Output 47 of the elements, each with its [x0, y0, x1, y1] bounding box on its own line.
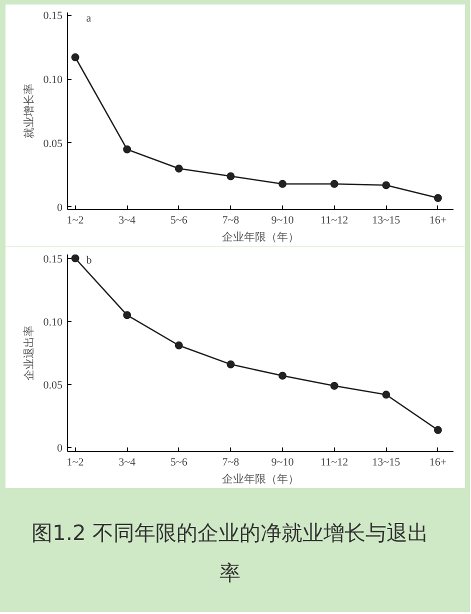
y-tick-label: 0: [57, 202, 63, 214]
x-tick-label: 11~12: [320, 456, 348, 468]
caption: 图1.2 不同年限的企业的净就业增长与退出率: [30, 520, 430, 587]
x-tick-label: 3~4: [118, 214, 136, 226]
y-tick-label: 0.15: [43, 253, 63, 266]
point: [123, 145, 132, 154]
y-axis-title: 就业增长率: [22, 84, 36, 138]
x-tick-label: 13~15: [372, 456, 401, 468]
chart-title: a: [86, 12, 92, 24]
x-tick-label: 5~6: [170, 456, 188, 468]
y-axis-title: 企业退出率: [22, 326, 36, 380]
point: [71, 53, 80, 62]
y-tick-label: 0.05: [43, 138, 63, 150]
y-tick-label: 0.15: [43, 10, 63, 22]
point: [434, 194, 442, 202]
x-tick-label: 16+: [429, 214, 447, 226]
point: [278, 180, 287, 188]
point: [226, 172, 235, 180]
y-tick-label: 0: [57, 442, 63, 455]
point: [174, 341, 183, 350]
x-axis-title: 企业年限（年）: [222, 472, 299, 486]
x-tick-label: 11~12: [320, 214, 348, 226]
x-tick-label: 9~10: [271, 214, 294, 226]
x-tick-label: 7~8: [222, 456, 240, 468]
x-tick-label: 5~6: [170, 214, 188, 226]
x-tick-label: 3~4: [118, 456, 136, 468]
point: [434, 426, 442, 434]
y-tick-label: 0.10: [43, 74, 63, 86]
point: [71, 254, 80, 262]
x-tick-label: 9~10: [271, 456, 294, 468]
x-tick-label: 7~8: [222, 214, 240, 226]
point: [123, 311, 132, 320]
point: [382, 181, 390, 190]
point: [330, 180, 338, 188]
x-tick-label: 1~2: [66, 456, 84, 468]
point: [382, 390, 390, 399]
x-tick-label: 13~15: [372, 214, 401, 226]
point: [330, 382, 338, 390]
x-tick-label: 16+: [429, 456, 447, 468]
y-tick-label: 0.05: [43, 380, 63, 392]
point: [226, 360, 235, 368]
y-tick-label: 0.10: [43, 316, 63, 328]
point: [278, 372, 287, 380]
point: [174, 164, 183, 173]
chart-title: b: [86, 254, 92, 266]
x-tick-label: 1~2: [66, 214, 84, 226]
x-axis-title: 企业年限（年）: [222, 230, 299, 244]
